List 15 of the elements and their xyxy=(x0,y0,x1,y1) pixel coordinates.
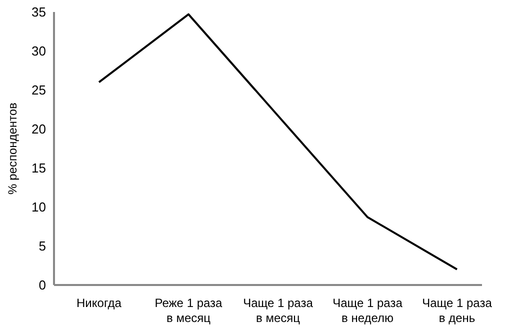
y-tick-label: 15 xyxy=(32,160,46,176)
x-tick-label: Чаще 1 раза в месяц xyxy=(243,296,314,325)
y-tick-label: 35 xyxy=(32,4,46,20)
y-axis-title: % респондентов xyxy=(5,102,20,194)
y-tick-label: 25 xyxy=(32,82,46,98)
y-tick-label: 30 xyxy=(32,44,46,59)
x-tick-label: Реже 1 раза в месяц xyxy=(154,296,223,325)
y-tick-label: 0 xyxy=(38,278,46,293)
x-tick-label: Никогда xyxy=(76,296,122,310)
y-tick-label: 5 xyxy=(38,238,46,254)
y-tick-label: 20 xyxy=(32,122,46,137)
y-tick-label: 10 xyxy=(32,200,46,215)
x-tick-label: Чаще 1 раза в неделю xyxy=(332,296,403,325)
x-tick-label: Чаще 1 раза в день xyxy=(422,296,492,325)
line-series xyxy=(98,13,458,270)
